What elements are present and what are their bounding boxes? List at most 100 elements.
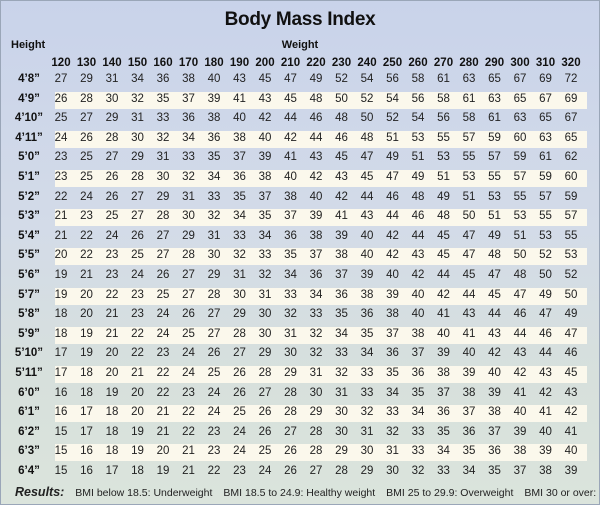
bmi-cell: 24 — [131, 269, 144, 281]
bmi-cell: 26 — [207, 347, 221, 360]
bmi-cell: 29 — [258, 347, 272, 360]
bmi-cell: 42 — [386, 229, 399, 242]
bmi-cell: 47 — [539, 308, 552, 321]
bmi-cell: 42 — [488, 347, 501, 360]
bmi-cell: 18 — [80, 386, 93, 399]
bmi-cell: 28 — [80, 92, 93, 105]
bmi-cell: 38 — [335, 249, 348, 262]
bmi-cell: 35 — [233, 190, 246, 203]
bmi-cell: 18 — [105, 445, 119, 458]
bmi-cell: 37 — [386, 327, 399, 340]
height-label: 5’11” — [15, 367, 43, 379]
bmi-cell: 67 — [539, 92, 552, 105]
bmi-cell: 46 — [513, 308, 527, 321]
weight-column: 180 — [204, 57, 224, 69]
bmi-cell: 43 — [309, 151, 323, 164]
bmi-cell: 19 — [54, 288, 68, 301]
bmi-cell: 25 — [207, 367, 221, 379]
bmi-cell: 49 — [488, 229, 501, 242]
bmi-cell: 37 — [182, 92, 195, 105]
bmi-cell: 24 — [156, 308, 170, 321]
bmi-cell: 33 — [309, 308, 323, 321]
bmi-cell: 55 — [539, 210, 552, 223]
bmi-cell: 22 — [131, 347, 144, 360]
bmi-cell: 28 — [335, 465, 348, 477]
weight-column: 190 — [229, 57, 250, 69]
bmi-cell: 28 — [131, 171, 144, 183]
bmi-cell: 27 — [207, 327, 221, 340]
bmi-cell: 47 — [284, 73, 297, 85]
weight-column: 230 — [331, 57, 352, 69]
bmi-cell: 20 — [105, 367, 119, 379]
bmi-cell: 67 — [513, 73, 527, 85]
bmi-cell: 40 — [386, 269, 399, 281]
bmi-cell: 46 — [335, 131, 348, 144]
bmi-cell: 32 — [207, 210, 221, 223]
bmi-cell: 35 — [156, 92, 170, 105]
bmi-cell: 60 — [513, 131, 527, 144]
bmi-cell: 45 — [258, 73, 272, 85]
height-label: 5’6” — [18, 269, 40, 281]
bmi-cell: 32 — [335, 367, 348, 379]
bmi-cell: 58 — [411, 73, 425, 85]
bmi-cell: 42 — [564, 406, 578, 419]
bmi-cell: 43 — [513, 347, 527, 360]
bmi-cell: 22 — [207, 465, 221, 477]
bmi-cell: 37 — [513, 465, 527, 477]
height-label: 5’10” — [14, 347, 44, 360]
row-stripe — [55, 444, 587, 462]
weight-column: 310 — [535, 57, 556, 69]
bmi-cell: 35 — [360, 327, 374, 340]
bmi-cell: 44 — [360, 190, 374, 203]
bmi-cell: 22 — [182, 406, 195, 419]
bmi-cell: 40 — [437, 327, 450, 340]
bmi-cell: 45 — [437, 249, 450, 262]
height-label: 5’8” — [18, 308, 40, 321]
bmi-cell: 35 — [462, 445, 476, 458]
bmi-cell: 18 — [131, 465, 144, 477]
bmi-cell: 42 — [437, 288, 450, 301]
bmi-cell: 34 — [207, 171, 221, 183]
bmi-cell: 37 — [233, 151, 246, 164]
bmi-cell: 50 — [513, 249, 527, 262]
bmi-cell: 40 — [360, 249, 374, 262]
row-stripe — [55, 405, 587, 423]
bmi-cell: 22 — [54, 190, 68, 203]
bmi-cell: 32 — [284, 308, 297, 321]
bmi-cell: 25 — [105, 210, 119, 223]
height-label: 6’2” — [18, 425, 40, 438]
bmi-cell: 43 — [411, 249, 425, 262]
bmi-cell: 42 — [386, 249, 399, 262]
bmi-cell: 22 — [182, 425, 195, 438]
bmi-cell: 46 — [411, 210, 425, 223]
height-label: 4’8” — [18, 73, 40, 85]
row-stripe — [55, 170, 587, 187]
bmi-cell: 49 — [386, 151, 399, 164]
weight-column: 210 — [280, 57, 301, 69]
bmi-cell: 45 — [564, 367, 578, 379]
bmi-cell: 31 — [156, 151, 170, 164]
bmi-cell: 44 — [284, 112, 297, 125]
bmi-cell: 27 — [182, 288, 195, 301]
height-label: 5’3” — [18, 210, 40, 223]
bmi-cell: 57 — [488, 151, 501, 164]
bmi-cell: 23 — [207, 445, 221, 458]
bmi-cell: 32 — [258, 269, 272, 281]
bmi-cell: 39 — [258, 151, 272, 164]
bmi-cell: 40 — [513, 406, 527, 419]
bmi-cell: 50 — [539, 269, 552, 281]
bmi-cell: 43 — [360, 210, 374, 223]
bmi-cell: 31 — [386, 445, 399, 458]
bmi-cell: 42 — [284, 131, 297, 144]
weight-column: 170 — [178, 57, 199, 69]
height-label: 5’0” — [18, 151, 40, 164]
bmi-cell: 48 — [309, 92, 323, 105]
weight-column: 130 — [76, 57, 97, 69]
bmi-cell: 63 — [539, 131, 552, 144]
bmi-cell: 50 — [462, 210, 476, 223]
bmi-cell: 38 — [207, 112, 221, 125]
bmi-cell: 21 — [156, 406, 170, 419]
bmi-cell: 36 — [437, 406, 450, 419]
bmi-cell: 39 — [386, 288, 399, 301]
bmi-cell: 21 — [131, 367, 144, 379]
